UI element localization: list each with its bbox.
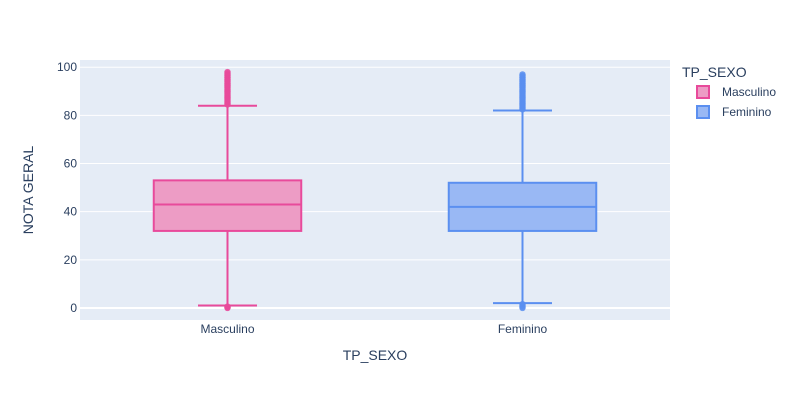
x-tick-masculino: Masculino — [200, 322, 254, 336]
legend-title: TP_SEXO — [682, 64, 747, 80]
x-axis-title: TP_SEXO — [343, 347, 408, 363]
outlier-point — [519, 300, 526, 308]
legend-item-masculino[interactable]: Masculino — [696, 85, 776, 99]
y-tick-20: 20 — [64, 253, 78, 267]
boxes — [152, 68, 598, 312]
outliers-high — [519, 71, 526, 113]
outlier-point — [519, 71, 526, 78]
outlier-point — [224, 303, 231, 310]
legend-item-feminino[interactable]: Feminino — [696, 105, 772, 119]
box-feminino — [447, 71, 598, 312]
y-tick-labels: 0 20 40 60 80 100 — [57, 60, 77, 315]
y-tick-40: 40 — [64, 205, 78, 219]
outliers-low — [224, 303, 231, 312]
legend-swatch — [696, 105, 710, 119]
x-tick-labels: Masculino Feminino — [200, 322, 547, 336]
outlier-point — [224, 68, 231, 76]
legend-label: Feminino — [722, 105, 772, 119]
outliers-low — [519, 300, 526, 312]
box-iqr — [152, 179, 303, 232]
x-tick-feminino: Feminino — [498, 322, 548, 336]
y-tick-80: 80 — [64, 108, 78, 122]
legend-label: Masculino — [722, 85, 776, 99]
outliers-high — [224, 68, 231, 108]
legend: TP_SEXO Masculino Feminino — [682, 64, 776, 119]
y-tick-100: 100 — [57, 60, 77, 74]
legend-swatch — [696, 85, 710, 99]
y-tick-60: 60 — [64, 157, 78, 171]
y-tick-0: 0 — [70, 301, 77, 315]
y-axis-title: NOTA GERAL — [20, 146, 36, 235]
box-masculino — [152, 68, 303, 312]
